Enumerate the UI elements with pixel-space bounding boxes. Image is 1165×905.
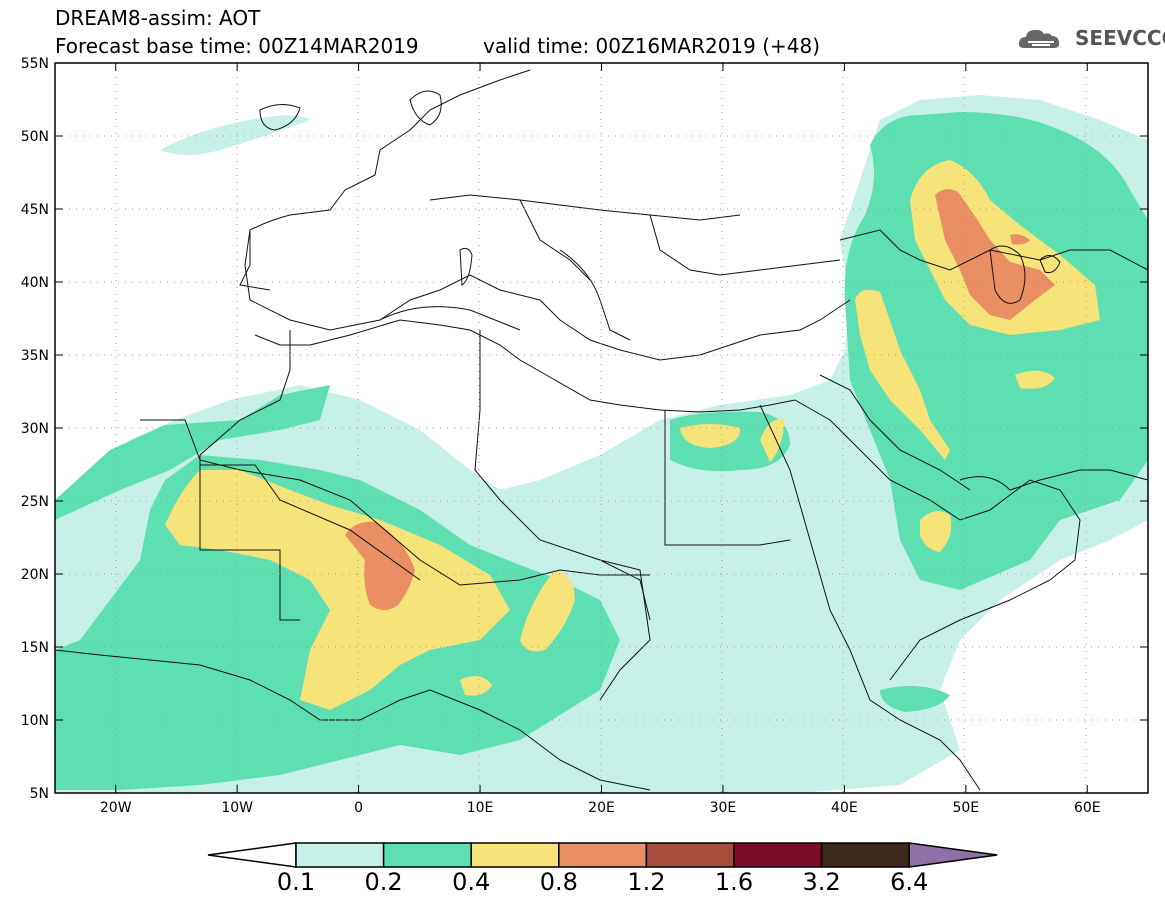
colorbar-box (470, 842, 560, 868)
graticule (55, 63, 1148, 793)
lon-label: 20E (588, 800, 615, 816)
colorbar-threshold: 1.2 (627, 868, 666, 896)
colorbar-box (295, 842, 385, 868)
forecast-base-time: Forecast base time: 00Z14MAR2019 (55, 34, 419, 58)
lat-label: 40N (21, 275, 49, 291)
lon-label: 50E (952, 800, 979, 816)
lon-label: 10W (221, 800, 253, 816)
lon-label: 20W (100, 800, 132, 816)
lat-label: 50N (21, 129, 49, 145)
aot-field (55, 95, 1148, 793)
aot-band-0.8 (345, 189, 1055, 610)
lat-label: 5N (30, 786, 49, 802)
coastlines (55, 69, 1148, 791)
colorbar-threshold: 0.8 (539, 868, 578, 896)
lat-label: 25N (21, 494, 49, 510)
cloud-icon (1018, 29, 1060, 48)
lon-label: 60E (1074, 800, 1101, 816)
colorbar-threshold: 0.1 (276, 868, 316, 896)
colorbar-box (733, 842, 823, 868)
axis-ticks (55, 62, 1148, 794)
lat-label: 15N (21, 640, 49, 656)
colorbar-threshold: 3.2 (802, 868, 841, 896)
colorbar-box (820, 842, 910, 868)
lon-label: 30E (710, 800, 737, 816)
lat-label: 10N (21, 713, 49, 729)
colorbar-under-triangle (207, 842, 297, 868)
lat-label: 45N (21, 202, 49, 218)
longitude-labels: 20W 10W 0 10E 20E 30E 40E 50E 60E (100, 800, 1101, 816)
seevccc-logo: SEEVCCC (1075, 26, 1165, 50)
lat-label: 20N (21, 567, 49, 583)
colorbar (207, 842, 998, 868)
colorbar-box (558, 842, 648, 868)
valid-time: valid time: 00Z16MAR2019 (+48) (483, 34, 821, 58)
colorbar-box (645, 842, 735, 868)
lat-label: 55N (21, 56, 49, 72)
colorbar-box (382, 842, 472, 868)
lon-label: 0 (354, 800, 363, 816)
lat-label: 30N (21, 421, 49, 437)
colorbar-threshold: 6.4 (890, 868, 929, 896)
lat-label: 35N (21, 348, 49, 364)
colorbar-threshold: 1.6 (714, 868, 754, 896)
colorbar-over-triangle (908, 842, 998, 868)
lon-label: 10E (467, 800, 494, 816)
latitude-labels: 5N 10N 15N 20N 25N 30N 35N 40N 45N 50N 55N (21, 56, 49, 802)
lon-label: 40E (831, 800, 858, 816)
colorbar-threshold: 0.2 (364, 868, 403, 896)
model-title: DREAM8-assim: AOT (55, 6, 261, 30)
colorbar-threshold: 0.4 (452, 868, 491, 896)
